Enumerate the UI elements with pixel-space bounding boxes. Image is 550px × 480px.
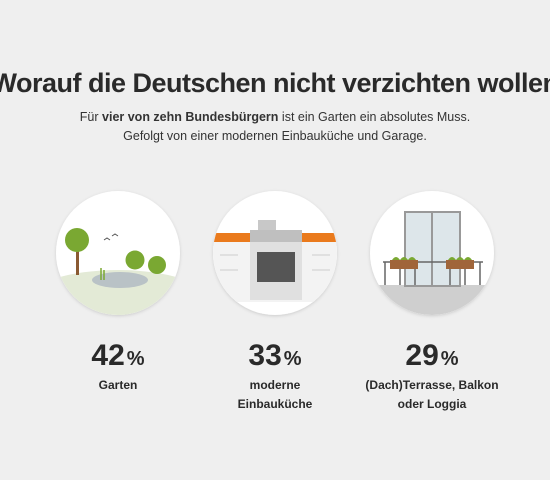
subtitle-part: Für <box>80 110 99 124</box>
percentage: 42% <box>91 339 144 372</box>
percentage-value: 33 <box>248 339 281 372</box>
garden-icon <box>56 191 180 315</box>
percentage-unit: % <box>127 348 145 370</box>
item-label: Einbauküche <box>238 397 313 411</box>
percentage-value: 42 <box>91 339 124 372</box>
percentage-unit: % <box>284 348 302 370</box>
percentage: 33% <box>248 339 301 372</box>
subtitle-part: ist ein Garten ein absolutes Muss. <box>282 110 470 124</box>
title: Worauf die Deutschen nicht verzichten wo… <box>0 68 550 98</box>
subtitle: Gefolgt von einer modernen Einbauküche u… <box>123 129 427 143</box>
item-label: oder Loggia <box>398 397 467 411</box>
percentage: 29% <box>405 339 458 372</box>
kitchen-icon <box>213 191 337 315</box>
subtitle-highlight: vier von zehn Bundesbürgern <box>102 110 278 124</box>
item-label: Garten <box>99 378 138 392</box>
balcony-icon <box>370 191 494 315</box>
item-label: (Dach)Terrasse, Balkon <box>365 378 498 392</box>
percentage-value: 29 <box>405 339 438 372</box>
item-label: moderne <box>250 378 301 392</box>
percentage-unit: % <box>441 348 459 370</box>
subtitle: Für vier von zehn Bundesbürgern ist ein … <box>80 110 470 124</box>
stats: 42 % Garten 33 % moderne Einbauküche 29 % (Dach)T… <box>91 339 498 411</box>
